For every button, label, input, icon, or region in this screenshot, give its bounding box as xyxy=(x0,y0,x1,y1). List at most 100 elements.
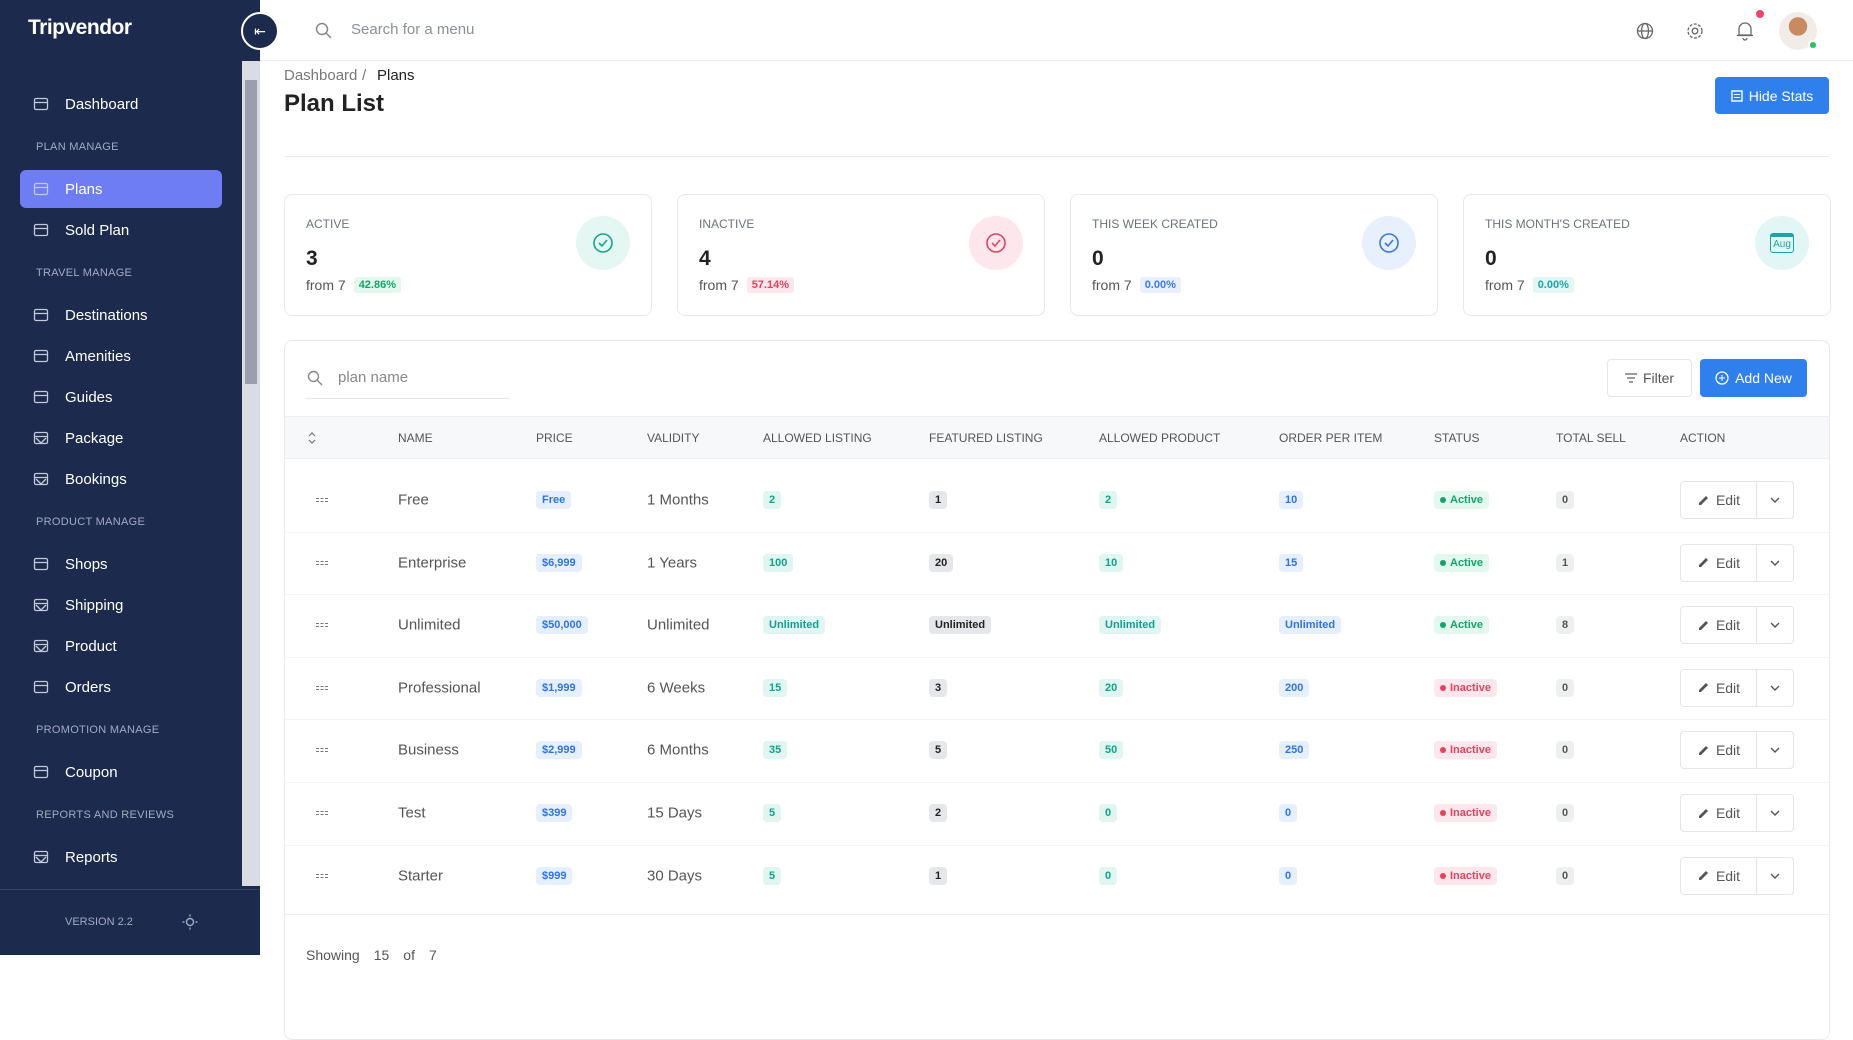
brand-logo[interactable]: Tripvendor xyxy=(28,16,132,39)
nav-item[interactable]: Plans xyxy=(20,170,222,208)
badge: 1 xyxy=(1556,553,1575,572)
validity: 30 Days xyxy=(647,867,703,885)
theme-toggle[interactable] xyxy=(182,914,198,930)
scrollbar-thumb[interactable] xyxy=(245,80,257,384)
badge-text: 0 xyxy=(1562,807,1569,819)
nav-item[interactable]: Shops xyxy=(20,545,222,583)
breadcrumb-link[interactable]: Dashboard xyxy=(284,67,358,84)
nav-label: Shops xyxy=(65,555,108,573)
menu-search[interactable]: Search for a menu xyxy=(351,21,475,38)
nav-item[interactable]: Bookings xyxy=(20,460,222,498)
badge: 2 xyxy=(929,804,948,822)
stat-value: 4 xyxy=(699,247,711,270)
badge: 0 xyxy=(1556,866,1575,885)
badge: $6,999 xyxy=(536,553,582,572)
edit-button[interactable]: Edit xyxy=(1680,481,1757,519)
badge-text: 35 xyxy=(769,744,782,757)
nav-item[interactable]: Orders xyxy=(20,668,222,706)
drag-handle[interactable] xyxy=(316,685,328,690)
plan-name: Professional xyxy=(398,679,481,697)
badge-text: Inactive xyxy=(1450,681,1491,694)
nav-item[interactable]: Sold Plan xyxy=(20,211,222,249)
language-icon[interactable] xyxy=(1636,22,1654,40)
section-title: REPORTS AND REVIEWS xyxy=(36,809,175,821)
edit-button[interactable]: Edit xyxy=(1680,606,1757,645)
stat-value: 0 xyxy=(1485,247,1497,270)
drag-handle[interactable] xyxy=(316,748,328,753)
status-dot xyxy=(1440,622,1446,629)
online-dot xyxy=(1808,40,1818,50)
drag-handle[interactable] xyxy=(316,498,328,502)
badge-text: 1 xyxy=(935,494,942,506)
nav-item[interactable]: Amenities xyxy=(20,337,222,375)
row-divider xyxy=(285,719,1829,721)
nav-item[interactable]: Reports xyxy=(20,838,222,876)
badge-text: 2 xyxy=(935,807,942,819)
breadcrumb-sep: / xyxy=(362,67,367,84)
action-dropdown[interactable] xyxy=(1756,794,1794,832)
nav-item[interactable]: Product xyxy=(20,627,222,665)
badge-text: 0 xyxy=(1105,869,1112,882)
nav-label: Sold Plan xyxy=(65,221,130,239)
sort-icon[interactable] xyxy=(308,432,316,444)
stat-label: THIS WEEK CREATED xyxy=(1092,217,1218,231)
notification-icon[interactable] xyxy=(1736,21,1754,41)
section-title: PROMOTION MANAGE xyxy=(36,724,160,736)
nav-item[interactable]: Package xyxy=(20,419,222,457)
table-search[interactable]: plan name xyxy=(338,369,409,386)
hide-stats-button[interactable]: Hide Stats xyxy=(1715,77,1829,114)
action-dropdown[interactable] xyxy=(1756,731,1794,770)
action-dropdown[interactable] xyxy=(1756,543,1794,582)
action-dropdown[interactable] xyxy=(1756,856,1794,895)
drag-handle[interactable] xyxy=(316,623,328,628)
nav-icon xyxy=(35,604,47,611)
drag-handle[interactable] xyxy=(316,560,328,565)
edit-button[interactable]: Edit xyxy=(1680,731,1757,770)
nav-item[interactable]: Dashboard xyxy=(20,85,222,123)
badge-text: Unlimited xyxy=(935,619,986,632)
validity: 6 Months xyxy=(647,741,709,759)
stat-value: 3 xyxy=(306,247,318,270)
badge: 8 xyxy=(1556,616,1575,635)
button-label: Edit xyxy=(1715,554,1741,571)
drag-handle[interactable] xyxy=(316,873,328,878)
badge: 0 xyxy=(1099,866,1118,885)
action-dropdown[interactable] xyxy=(1756,668,1794,707)
badge-text: 3 xyxy=(935,681,942,694)
badge-text: 50 xyxy=(1105,744,1118,757)
nav-item[interactable]: Guides xyxy=(20,378,222,416)
badge-text: Active xyxy=(1450,556,1484,569)
plan-name: Business xyxy=(398,741,459,759)
row-divider xyxy=(285,594,1829,596)
drag-handle[interactable] xyxy=(316,811,328,815)
column-header: ALLOWED LISTING xyxy=(763,431,872,445)
add-new-button[interactable]: Add New xyxy=(1700,359,1807,397)
column-header: ORDER PER ITEM xyxy=(1279,431,1383,445)
nav-item[interactable]: Coupon xyxy=(20,753,222,791)
nav-item[interactable]: Destinations xyxy=(20,296,222,334)
edit-button[interactable]: Edit xyxy=(1680,856,1757,895)
stat-from: from 7 57.14% xyxy=(699,277,794,293)
icon xyxy=(1379,233,1399,253)
action-dropdown[interactable] xyxy=(1756,606,1794,645)
edit-button[interactable]: Edit xyxy=(1680,794,1757,832)
sidebar: Tripvendor VERSION 2.2 Dashboard PLAN MAN… xyxy=(0,0,260,955)
edit-button[interactable]: Edit xyxy=(1680,543,1757,582)
pagination-info: Showing 15 of 7 xyxy=(306,947,437,963)
per-page[interactable]: 15 xyxy=(373,947,390,963)
nav-icon xyxy=(35,856,47,863)
nav-label: Coupon xyxy=(65,763,118,781)
action-dropdown[interactable] xyxy=(1756,481,1794,519)
stat-card: THIS WEEK CREATED 0 from 7 0.00% xyxy=(1070,194,1438,316)
collapse-button[interactable]: ⇤ xyxy=(241,12,279,50)
filter-button[interactable]: Filter xyxy=(1607,359,1692,397)
badge: 5 xyxy=(763,866,782,885)
search-underline xyxy=(305,398,510,399)
badge-text: 0 xyxy=(1285,869,1292,882)
stat-change: 42.86% xyxy=(353,277,401,293)
validity: 6 Weeks xyxy=(647,679,706,697)
settings-icon[interactable] xyxy=(1686,22,1704,40)
nav-item[interactable]: Shipping xyxy=(20,586,222,624)
edit-button[interactable]: Edit xyxy=(1680,668,1757,707)
